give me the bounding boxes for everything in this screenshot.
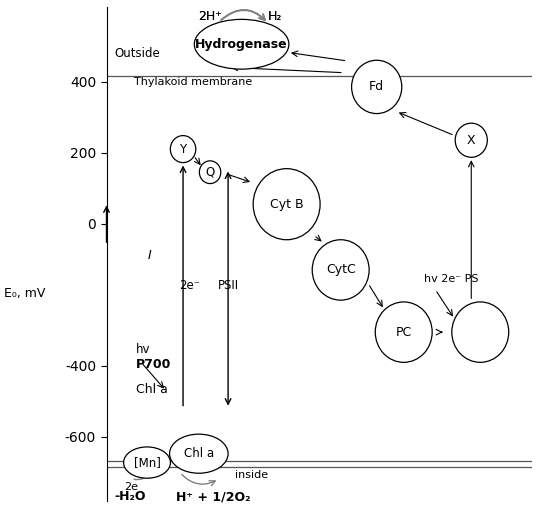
Text: Y: Y [179,143,186,156]
Ellipse shape [253,169,320,240]
Text: E₀, mV: E₀, mV [4,287,46,300]
Text: Outside: Outside [114,47,160,60]
Text: Fd: Fd [369,80,384,94]
Ellipse shape [123,447,170,478]
Text: -H₂O: -H₂O [114,490,146,503]
Text: hv: hv [136,343,150,356]
Ellipse shape [199,161,221,183]
Text: hv 2e⁻ PS: hv 2e⁻ PS [424,274,479,284]
Text: CytC: CytC [326,264,356,276]
Ellipse shape [351,60,402,113]
Text: [Mn]: [Mn] [134,456,161,469]
Ellipse shape [195,19,289,69]
Text: 2e⁻: 2e⁻ [179,280,201,292]
Text: Hydrogenase: Hydrogenase [195,38,288,51]
Ellipse shape [375,302,432,362]
Text: I: I [147,249,151,262]
Text: PSII: PSII [218,280,239,292]
Ellipse shape [312,240,369,300]
Text: 2e: 2e [125,482,139,493]
Ellipse shape [455,123,487,157]
Text: H₂: H₂ [268,10,282,23]
Text: Chl a: Chl a [184,447,214,460]
Text: Chl a: Chl a [136,383,168,396]
Text: P700: P700 [136,358,171,370]
Text: inside: inside [235,470,268,480]
Text: X: X [467,134,475,147]
Text: 2H⁺: 2H⁺ [198,10,222,23]
Text: Q: Q [205,166,215,179]
Text: H⁺ + 1/2O₂: H⁺ + 1/2O₂ [176,490,251,503]
Ellipse shape [170,135,196,162]
Text: PC: PC [396,326,412,339]
Ellipse shape [452,302,509,362]
Text: Thylakoid membrane: Thylakoid membrane [134,77,252,87]
Ellipse shape [170,434,228,473]
Text: Cyt B: Cyt B [270,198,303,211]
Text: 2H⁺: 2H⁺ [198,10,222,23]
Text: H₂: H₂ [268,10,282,23]
